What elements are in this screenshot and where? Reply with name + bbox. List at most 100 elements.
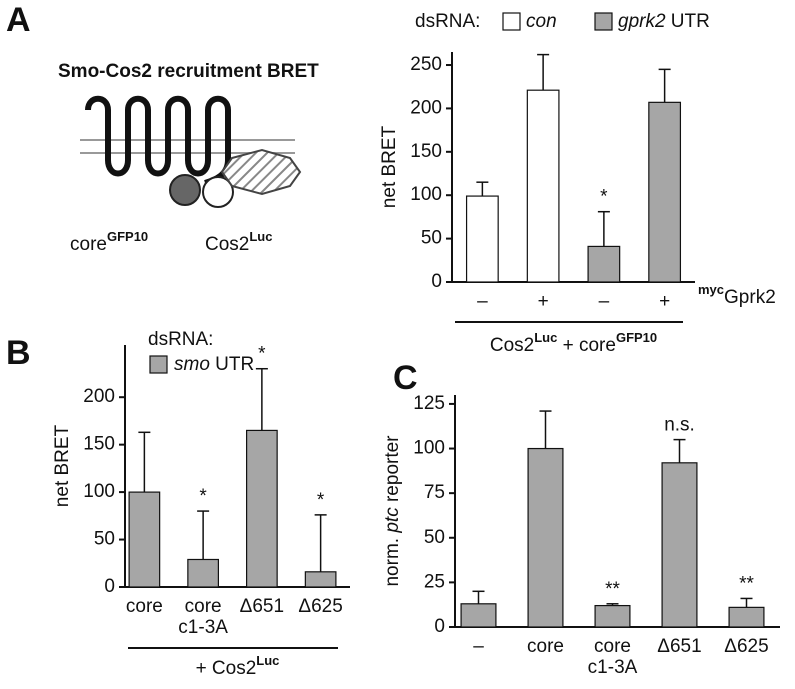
group-label-part: Luc [534,330,557,345]
x-tick-label: Δ625 [298,596,342,617]
bar [587,245,621,283]
bar [661,462,698,628]
y-axis-label: net BRET [379,125,400,208]
annotation: * [199,486,207,507]
bar [465,195,499,283]
bar [648,101,682,283]
diagram-label-part: Cos2 [205,234,249,255]
x-tick-line: c1-3A [178,617,228,638]
x-tick-label: – [473,636,484,657]
bar [128,491,161,588]
y-tick-label: 0 [434,616,445,637]
x-tick-line: core [185,596,222,617]
x-axis-label: mycGprk2 [698,282,776,308]
diagram-label-part: Luc [249,229,272,244]
group-label-part: + Cos2 [196,658,257,679]
panel-label: B [6,334,31,372]
annotation: ** [739,573,754,594]
bar [187,558,220,588]
y-tick-label: 75 [424,482,445,503]
y-tick-label: 150 [410,141,442,162]
y-axis-label-part: net BRET [379,125,400,208]
y-tick-label: 50 [94,529,115,550]
y-tick-label: 100 [410,184,442,205]
x-axis-label-part: myc [698,282,724,297]
x-tick-label: + [659,291,670,312]
y-tick-label: 0 [104,576,115,597]
y-axis-label: norm. ptc reporter [382,435,403,587]
diagram [80,95,302,208]
x-tick-line: c1-3A [588,657,638,678]
x-tick-label: core c1-3A [178,596,228,638]
y-axis-label: net BRET [52,424,73,507]
bar [304,571,337,588]
x-tick-label: core [527,636,564,657]
group-label: + Cos2Luc [196,653,280,679]
group-label-part: + core [557,335,616,356]
bar [526,89,560,283]
legend-label: smo UTR [174,354,254,375]
x-tick-label: – [599,291,610,312]
y-tick-label: 200 [410,97,442,118]
legend-label: con [526,11,557,32]
group-label-part: Cos2 [490,335,534,356]
annotation: * [600,187,608,208]
bar [460,603,497,628]
group-label: Cos2Luc + coreGFP10 [490,330,657,356]
annotation: * [258,344,266,365]
y-tick-label: 100 [413,438,445,459]
y-axis-label-part: norm. [382,533,403,587]
legend-swatch [594,12,613,31]
diagram-label-part: core [70,234,107,255]
x-tick-label: core c1-3A [588,636,638,678]
legend-label-part: UTR [666,11,710,32]
legend-label-part: smo [174,354,210,375]
legend-label: gprk2 UTR [618,11,710,32]
y-tick-label: 250 [410,54,442,75]
annotation: * [317,490,325,511]
x-tick-label: core [126,596,163,617]
y-tick-label: 0 [431,271,442,292]
panel-label: C [393,359,418,397]
y-tick-label: 125 [413,393,445,414]
legend-swatch [149,355,168,374]
y-tick-label: 50 [424,527,445,548]
y-tick-label: 100 [83,481,115,502]
diagram-label-part: GFP10 [107,229,148,244]
bar [527,447,564,628]
legend-title: dsRNA: [415,11,480,32]
annotation: ** [605,579,620,600]
x-tick-label: Δ625 [724,636,768,657]
x-tick-label: Δ651 [657,636,701,657]
bar [246,429,278,588]
y-tick-label: 50 [421,228,442,249]
group-label-part: GFP10 [616,330,657,345]
x-axis-label-part: Gprk2 [724,287,776,308]
legend-label-part: UTR [210,354,254,375]
gfp10 [169,174,201,206]
y-axis-label-part: ptc [382,507,403,534]
legend-swatch [502,12,521,31]
x-tick-label: Δ651 [240,596,284,617]
annotation: n.s. [664,415,695,436]
y-tick-label: 200 [83,386,115,407]
panel-label: A [6,1,31,39]
group-label-part: Luc [256,653,279,668]
diagram-label: Cos2Luc [205,229,272,255]
receptor [85,95,231,186]
x-tick-label: – [477,291,488,312]
x-tick-line: core [594,636,631,657]
legend-label-part: gprk2 [618,11,666,32]
bar [728,606,765,628]
x-tick-label: + [538,291,549,312]
legend-title: dsRNA: [148,329,213,350]
y-axis-label-part: net BRET [52,424,73,507]
legend-label-part: con [526,11,557,32]
y-axis-label-part: reporter [382,435,403,507]
bar [594,604,631,628]
cos2 [220,148,302,196]
y-tick-label: 25 [424,571,445,592]
diagram-label: coreGFP10 [70,229,148,255]
luc [202,176,234,208]
